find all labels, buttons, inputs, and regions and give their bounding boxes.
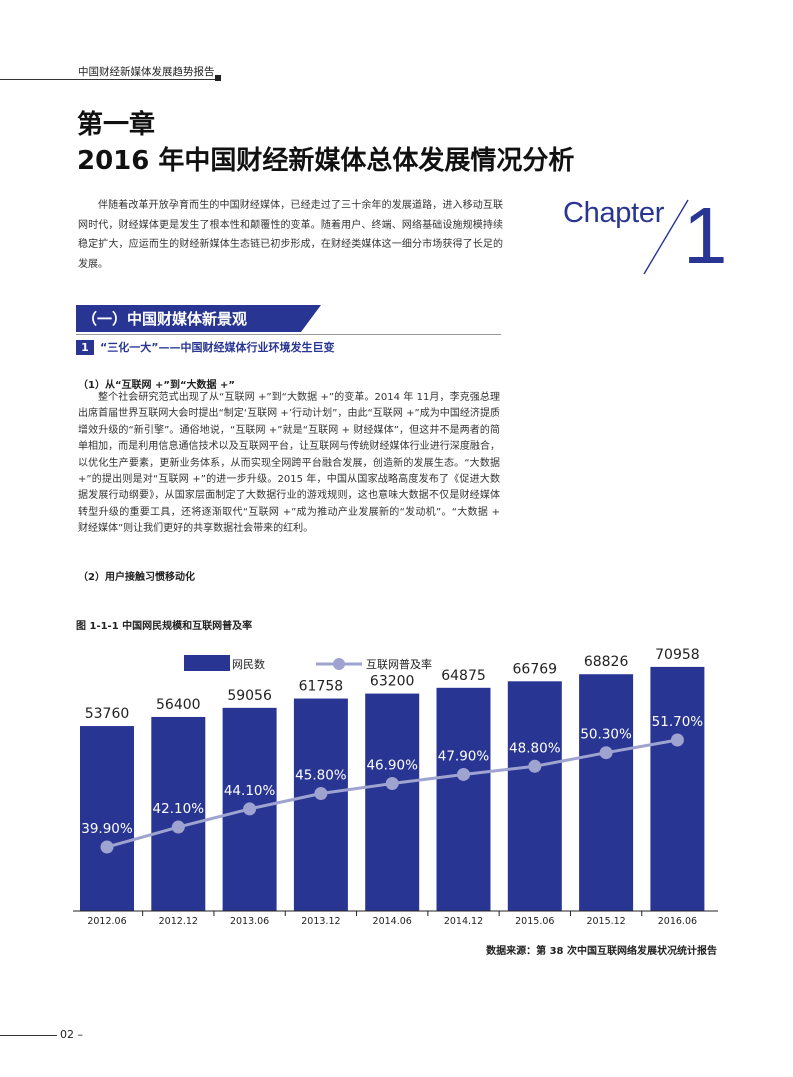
line-marker-2012.06	[100, 840, 114, 854]
x-tick-label-2015.12: 2015.12	[586, 916, 625, 927]
section-heading-bg	[76, 305, 301, 332]
chart-line	[100, 733, 684, 854]
line-marker-2016.06	[670, 733, 684, 747]
chapter-decor-word: Chapter	[563, 197, 665, 229]
paragraph-heading-1: （1）从“互联网 +”到“大数据 +”	[78, 380, 235, 391]
line-value-label-2014.06: 46.90%	[366, 758, 418, 774]
bar-value-label-2016.06: 70958	[655, 647, 700, 663]
chapter-decor-number: 1	[683, 191, 728, 280]
figure-source: 数据来源：第 38 次中国互联网络发展状况统计报告	[486, 946, 717, 957]
line-marker-2015.12	[599, 746, 613, 760]
bar-2014.06	[365, 693, 420, 911]
page-number: 02 –	[60, 1028, 83, 1041]
line-marker-2013.12	[314, 787, 328, 800]
line-marker-2013.06	[243, 802, 257, 816]
chart-bars	[80, 666, 705, 911]
bar-value-label-2013.06: 59056	[227, 688, 272, 704]
paragraph-heading-2: （2）用户接触习惯移动化	[78, 572, 195, 583]
x-tick-label-2014.12: 2014.12	[444, 916, 483, 927]
bar-value-label-2013.12: 61758	[299, 679, 344, 695]
bar-2012.12	[151, 716, 206, 911]
bar-value-label-2015.06: 66769	[513, 661, 558, 677]
chart-bar-labels: 53760 56400 59056 61758 63200 64875 66769 68826…	[85, 647, 700, 722]
paragraph-body-1: 整个社会研究范式出现了从“互联网 +”到“大数据 +”的变革。2014 年 11…	[78, 392, 500, 535]
section-heading-tip	[301, 305, 321, 332]
line-value-label-2012.12: 42.10%	[153, 801, 205, 817]
header-rule	[0, 79, 218, 80]
x-tick-label-2012.06: 2012.06	[87, 916, 126, 927]
legend-line-label: 互联网普及率	[366, 657, 432, 671]
running-header: 中国财经新媒体发展趋势报告	[78, 66, 215, 78]
line-value-label-2014.12: 47.90%	[438, 748, 490, 764]
bar-2014.12	[436, 687, 491, 911]
chapter-decor-slash	[643, 199, 689, 275]
figure-title: 图 1-1-1 中国网民规模和互联网普及率	[76, 621, 253, 632]
line-value-label-2013.12: 45.80%	[295, 768, 347, 784]
bar-value-label-2012.12: 56400	[156, 697, 201, 713]
subsection-number: 1	[76, 340, 94, 355]
legend-bar-label: 网民数	[232, 658, 265, 671]
line-value-label-2013.06: 44.10%	[224, 783, 276, 799]
header-square-marker	[215, 75, 221, 81]
bar-2012.06	[80, 726, 134, 911]
x-tick-label-2012.12: 2012.12	[159, 916, 198, 927]
bar-2015.12	[579, 674, 634, 911]
chapter-subtitle: 2016 年中国财经新媒体总体发展情况分析	[77, 146, 575, 176]
legend-line-marker	[333, 658, 345, 670]
line-value-label-2016.06: 51.70%	[652, 714, 704, 730]
line-value-label-2015.06: 48.80%	[509, 740, 561, 756]
line-value-label-2015.12: 50.30%	[580, 727, 632, 743]
bar-value-label-2014.12: 64875	[441, 668, 486, 684]
bar-value-label-2012.06: 53760	[85, 706, 130, 722]
section-heading: （一）中国财媒体新景观	[76, 305, 321, 332]
bar-2016.06	[650, 666, 705, 911]
chapter-intro: 伴随着改革开放孕育而生的中国财经媒体，已经走过了三十余年的发展道路，进入移动互联…	[78, 200, 503, 270]
chart-x-axis: 2012.06 2012.12 2013.06 2013.12 2014.06 2014.…	[73, 910, 718, 927]
x-tick-label-2013.12: 2013.12	[301, 916, 340, 927]
line-marker-2014.12	[457, 767, 470, 781]
page-number-value: 02	[60, 1028, 74, 1041]
subsection-title: “三化一大”——中国财经媒体行业环境发生巨变	[100, 341, 335, 354]
x-tick-label-2013.06: 2013.06	[230, 916, 269, 927]
bar-2013.12	[293, 698, 348, 911]
line-marker-2014.06	[385, 777, 399, 791]
section-underline	[76, 334, 501, 335]
x-tick-label-2015.06: 2015.06	[515, 916, 554, 927]
x-tick-label-2016.06: 2016.06	[658, 916, 697, 927]
bar-2015.06	[507, 681, 562, 911]
bar-value-label-2014.06: 63200	[370, 674, 415, 690]
section-heading-text: （一）中国财媒体新景观	[82, 310, 248, 328]
line-marker-2015.06	[528, 759, 542, 773]
internet-users-chart: 网民数 互联网普及率 53760 56400 59056 61758 63200 64875…	[73, 647, 718, 927]
chapter-title: 第一章	[77, 110, 156, 140]
footer-rule	[0, 1035, 57, 1036]
line-marker-2012.12	[171, 820, 185, 834]
chart-line-labels: 39.90% 42.10% 44.10% 45.80% 46.90% 47.90% 48.8…	[81, 714, 703, 837]
line-value-label-2012.06: 39.90%	[81, 821, 133, 837]
x-tick-label-2014.06: 2014.06	[373, 916, 412, 927]
bar-value-label-2015.12: 68826	[584, 654, 629, 670]
chart-legend: 网民数 互联网普及率	[184, 655, 432, 671]
legend-bar-swatch	[184, 655, 230, 671]
